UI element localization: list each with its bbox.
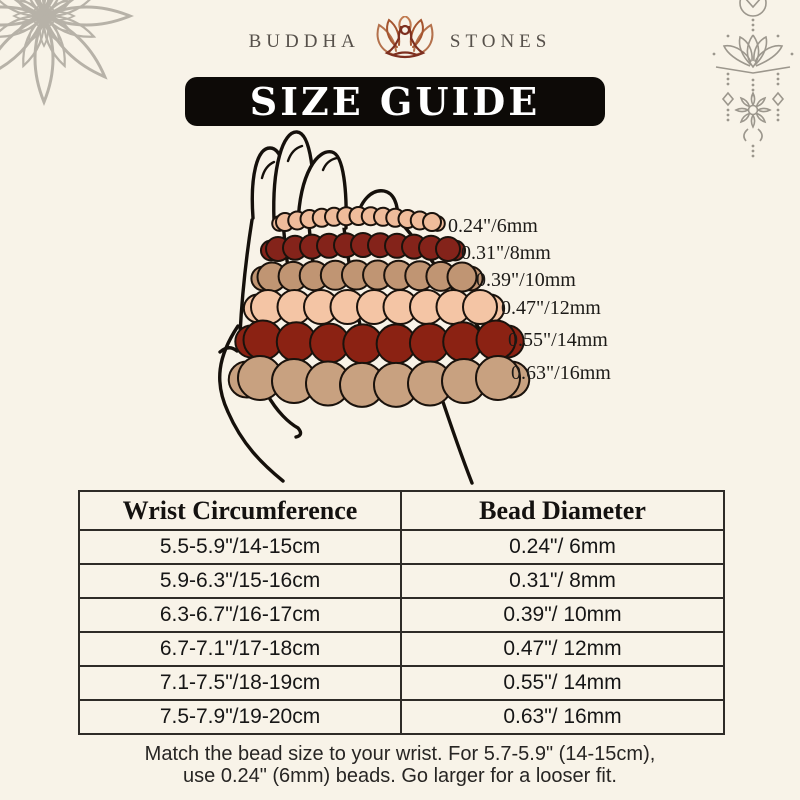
fit-advice-line1: Match the bead size to your wrist. For 5… bbox=[144, 743, 656, 765]
bracelet-label-10mm: 0.39"/10mm bbox=[476, 269, 576, 291]
fingernail-lines bbox=[260, 144, 339, 180]
size-table-header-row: Wrist Circumference Bead Diameter bbox=[78, 490, 725, 531]
bead-value: 0.47"/ 12mm bbox=[400, 631, 725, 667]
header-wrist-circumference: Wrist Circumference bbox=[78, 490, 402, 531]
bead-value: 0.63"/ 16mm bbox=[400, 699, 725, 735]
bead-value: 0.39"/ 10mm bbox=[400, 597, 725, 633]
bead-value: 0.55"/ 14mm bbox=[400, 665, 725, 701]
bracelet-label-12mm: 0.47"/12mm bbox=[501, 297, 601, 319]
fit-advice-line2: use 0.24" (6mm) beads. Go larger for a l… bbox=[183, 765, 617, 787]
lotus-meditation-icon bbox=[376, 16, 434, 59]
header-bead-diameter: Bead Diameter bbox=[400, 490, 725, 531]
hand-fingers bbox=[250, 130, 400, 230]
bead-value: 0.31"/ 8mm bbox=[400, 563, 725, 599]
brand-word-right: STONES bbox=[449, 31, 552, 52]
size-guide-banner: SIZE GUIDE bbox=[185, 77, 605, 126]
bracelet-label-14mm: 0.55"/14mm bbox=[508, 329, 608, 351]
table-row: 5.9-6.3"/15-16cm 0.31"/ 8mm bbox=[78, 563, 725, 599]
fit-advice-note: Match the bead size to your wrist. For 5… bbox=[0, 743, 800, 787]
table-row: 6.7-7.1"/17-18cm 0.47"/ 12mm bbox=[78, 631, 725, 667]
table-row: 6.3-6.7"/16-17cm 0.39"/ 10mm bbox=[78, 597, 725, 633]
wrist-value: 5.9-6.3"/15-16cm bbox=[78, 563, 402, 599]
wrist-value: 5.5-5.9"/14-15cm bbox=[78, 529, 402, 565]
bead-value: 0.24"/ 6mm bbox=[400, 529, 725, 565]
wrist-value: 6.3-6.7"/16-17cm bbox=[78, 597, 402, 633]
hand-illustration bbox=[150, 128, 650, 494]
brand-word-left: BUDDHA bbox=[248, 31, 360, 52]
wrist-value: 6.7-7.1"/17-18cm bbox=[78, 631, 402, 667]
wrist-value: 7.1-7.5"/18-19cm bbox=[78, 665, 402, 701]
bracelet-label-16mm: 0.63"/16mm bbox=[511, 362, 611, 384]
bracelets-layer bbox=[227, 206, 531, 408]
table-row: 5.5-5.9"/14-15cm 0.24"/ 6mm bbox=[78, 529, 725, 565]
table-row: 7.5-7.9"/19-20cm 0.63"/ 16mm bbox=[78, 699, 725, 735]
wrist-value: 7.5-7.9"/19-20cm bbox=[78, 699, 402, 735]
brand-logo: BUDDHA bbox=[0, 16, 800, 68]
table-row: 7.1-7.5"/18-19cm 0.55"/ 14mm bbox=[78, 665, 725, 701]
bracelet-label-6mm: 0.24"/6mm bbox=[448, 215, 538, 237]
size-table: Wrist Circumference Bead Diameter 5.5-5.… bbox=[78, 490, 725, 735]
banner-title: SIZE GUIDE bbox=[249, 79, 541, 124]
bracelet-label-8mm: 0.31"/8mm bbox=[461, 242, 551, 264]
